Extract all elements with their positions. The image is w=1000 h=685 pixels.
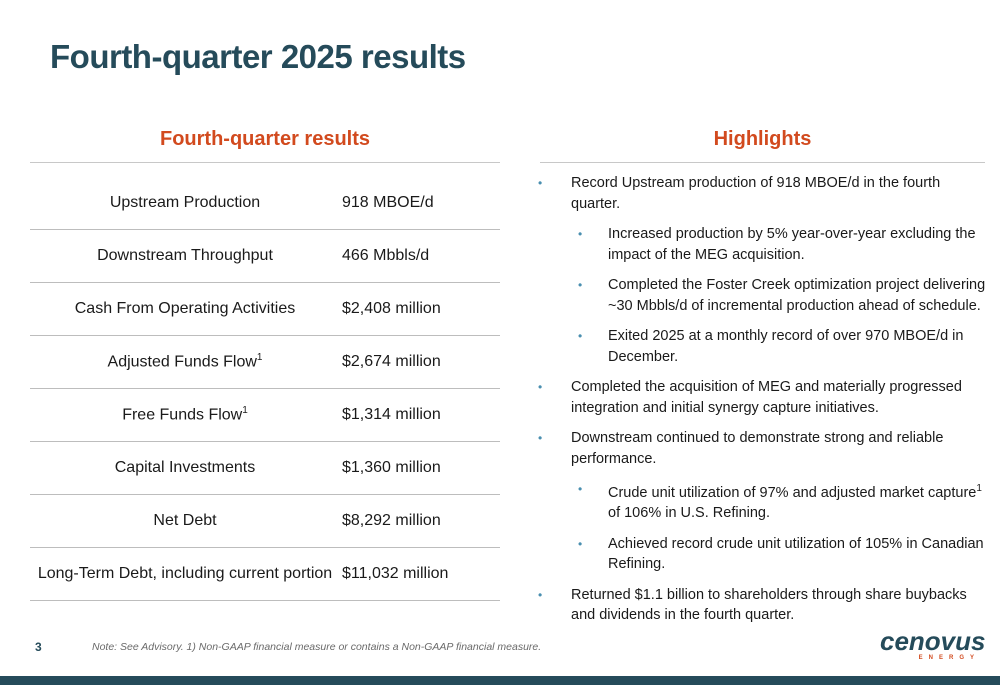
row-label: Adjusted Funds Flow1 — [30, 335, 340, 389]
footnote: Note: See Advisory. 1) Non-GAAP financia… — [92, 641, 542, 653]
results-divider — [30, 162, 500, 163]
table-row: Downstream Throughput 466 Mbbls/d — [30, 229, 500, 283]
list-item: • Downstream continued to demonstrate str… — [538, 430, 944, 467]
bullet-icon: • — [578, 329, 583, 343]
list-item: • Crude unit utilization of 97% and adjus… — [538, 479, 988, 524]
table-row: Capital Investments $1,360 million — [30, 441, 500, 495]
row-value: 918 MBOE/d — [340, 177, 500, 230]
list-item: • Increased production by 5% year-over-ye… — [578, 226, 976, 263]
page-number: 3 — [35, 640, 42, 654]
row-label: Downstream Throughput — [30, 229, 340, 283]
row-label: Cash From Operating Activities — [30, 282, 340, 336]
row-label: Long-Term Debt, including current portio… — [30, 547, 340, 601]
highlights-heading: Highlights — [713, 128, 812, 150]
row-label: Capital Investments — [30, 441, 340, 495]
list-item: • Completed the acquisition of MEG and ma… — [538, 379, 962, 416]
logo-wordmark: cenovus — [880, 626, 986, 656]
bullet-icon: • — [538, 587, 543, 602]
highlights-list: • Record Upstream production of 918 MBOE/… — [538, 173, 988, 636]
table-row: Cash From Operating Activities $2,408 mil… — [30, 282, 500, 336]
results-table: Upstream Production 918 MBOE/d Downstream… — [30, 177, 500, 601]
results-heading: Fourth-quarter results — [159, 128, 371, 150]
bullet-icon: • — [578, 227, 583, 241]
list-item: • Returned $1.1 billion to shareholders t… — [538, 586, 967, 624]
table-row: Upstream Production 918 MBOE/d — [30, 177, 500, 230]
bullet-icon: • — [578, 536, 583, 551]
row-label: Free Funds Flow1 — [30, 388, 340, 442]
list-item: • Achieved record crude unit utilization … — [578, 535, 984, 573]
footnote-marker: 1 — [242, 405, 248, 417]
row-label: Upstream Production — [30, 177, 340, 230]
row-value: 466 Mbbls/d — [340, 229, 500, 283]
row-label: Net Debt — [30, 494, 340, 548]
table-row: Long-Term Debt, including current portio… — [30, 547, 500, 601]
footnote-marker: 1 — [256, 352, 263, 364]
footnote-marker: 1 — [976, 483, 982, 494]
row-value: $2,674 million — [340, 335, 500, 389]
row-value: $1,314 million — [340, 388, 500, 442]
row-value: $11,032 million — [340, 547, 500, 601]
logo-subtitle: ENERGY — [918, 655, 980, 661]
highlights-divider — [540, 162, 985, 163]
row-value: $2,408 million — [340, 282, 500, 336]
slide-title: Fourth-quarter 2025 results — [50, 38, 466, 75]
table-row: Adjusted Funds Flow1 $2,674 million — [30, 335, 500, 389]
row-value: $8,292 million — [340, 494, 500, 548]
row-value: $1,360 million — [340, 441, 500, 495]
table-row: Net Debt $8,292 million — [30, 494, 500, 548]
list-item: • Exited 2025 at a monthly record of over… — [578, 328, 964, 365]
list-item: • Completed the Foster Creek optimization… — [578, 277, 986, 314]
bullet-icon: • — [578, 278, 583, 292]
bullet-icon: • — [578, 482, 583, 496]
company-logo: cenovus ENERGY — [880, 626, 986, 661]
bullet-icon: • — [538, 380, 543, 394]
footer-bar — [0, 676, 1000, 685]
list-item: • Record Upstream production of 918 MBOE/… — [538, 175, 941, 212]
table-row: Free Funds Flow1 $1,314 million — [30, 388, 500, 442]
bullet-icon: • — [538, 176, 543, 190]
bullet-icon: • — [538, 431, 543, 445]
